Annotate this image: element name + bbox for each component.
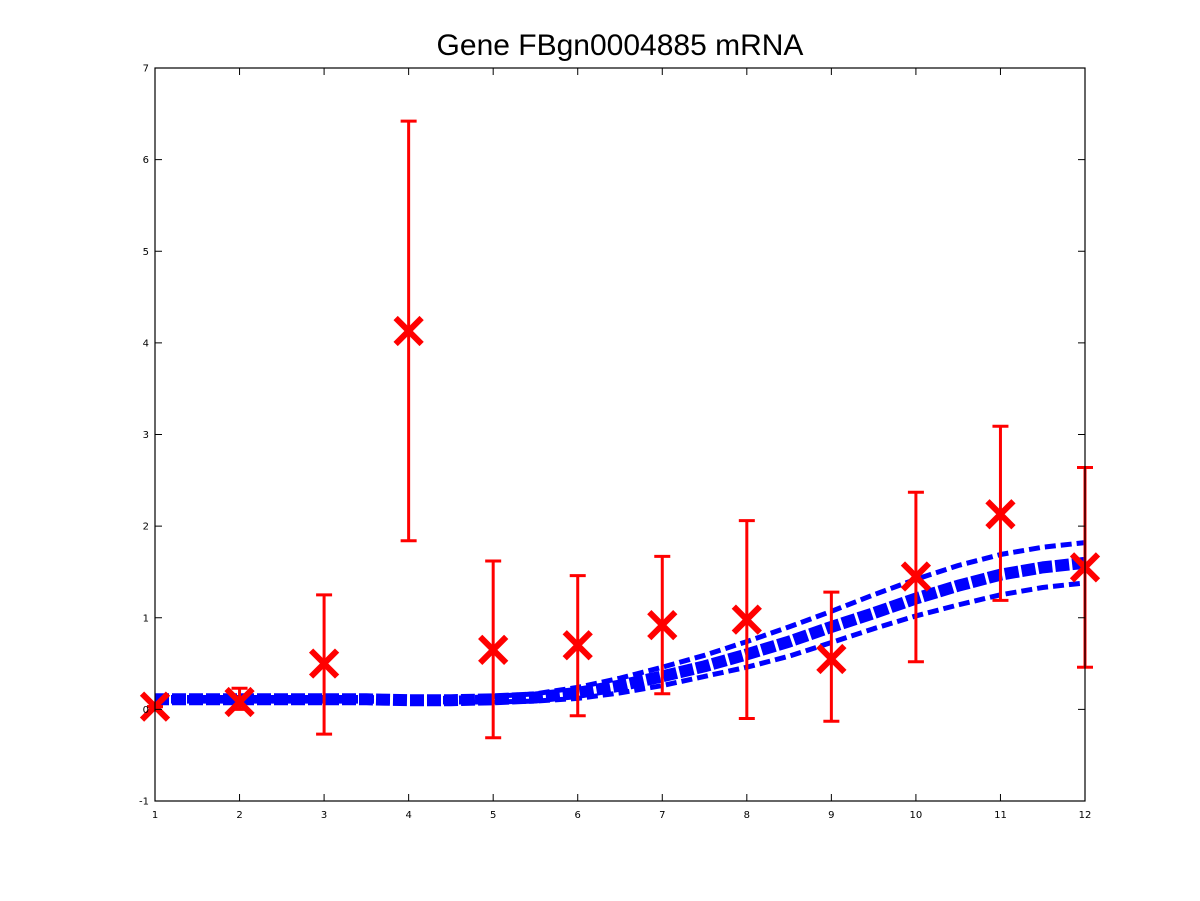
observations: [139, 119, 1101, 740]
series-upper-bound: [155, 540, 1086, 701]
x-tick-label: 7: [659, 810, 665, 821]
y-tick-label: 0: [143, 705, 149, 716]
x-tick-label: 9: [828, 810, 834, 821]
data-point-marker: [308, 648, 340, 679]
x-tick-label: 1: [152, 810, 158, 821]
chart-title: Gene FBgn0004885 mRNA: [437, 29, 804, 62]
data-point-marker: [224, 686, 255, 718]
x-tick-label: 6: [575, 810, 581, 821]
y-tick-label: 2: [143, 522, 149, 533]
y-tick-label: -1: [139, 797, 149, 808]
x-tick-label: 3: [321, 810, 327, 821]
x-tick-label: 2: [236, 810, 242, 821]
x-tick-label: 12: [1079, 810, 1092, 821]
data-point-marker: [816, 643, 847, 675]
y-tick-label: 5: [143, 247, 149, 258]
data-point-marker: [900, 561, 932, 592]
data-point-marker: [985, 499, 1016, 530]
y-tick-label: 4: [143, 338, 149, 349]
data-point-marker: [562, 630, 593, 661]
y-tick-label: 1: [143, 613, 149, 624]
data-point-marker: [647, 609, 678, 641]
x-tick-label: 11: [994, 810, 1007, 821]
x-tick-label: 8: [744, 810, 750, 821]
x-tick-label: 5: [490, 810, 496, 821]
y-tick-label: 6: [143, 155, 149, 166]
data-point-marker: [393, 315, 424, 347]
y-tick-label: 3: [143, 430, 149, 441]
series-lower-bound: [155, 580, 1086, 705]
y-tick-label: 7: [143, 64, 149, 75]
data-point-marker: [731, 604, 762, 635]
x-tick-label: 4: [405, 810, 411, 821]
model-curves: [155, 540, 1086, 707]
data-point-marker: [478, 634, 509, 665]
x-tick-label: 10: [910, 810, 923, 821]
